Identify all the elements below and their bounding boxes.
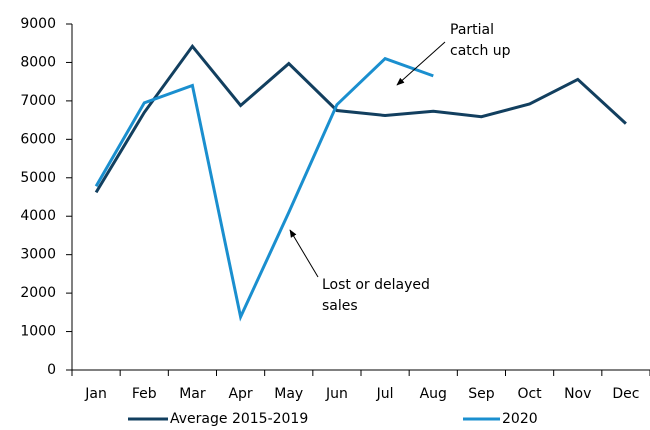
y-tick-label: 6000 xyxy=(20,131,56,147)
annotation-text: sales xyxy=(322,298,358,314)
x-tick-label: Nov xyxy=(564,386,591,402)
x-tick-label: May xyxy=(274,386,303,402)
y-tick-label: 2000 xyxy=(20,285,56,301)
y-tick-label: 5000 xyxy=(20,170,56,186)
series-line xyxy=(94,56,434,322)
x-tick-label: Apr xyxy=(228,386,252,402)
x-tick-label: Jul xyxy=(376,386,394,402)
y-tick-label: 4000 xyxy=(20,208,56,224)
y-tick-label: 3000 xyxy=(20,247,56,263)
annotation-arrow xyxy=(289,229,319,278)
legend-label: 2020 xyxy=(502,411,538,427)
x-tick-label: Dec xyxy=(612,386,639,402)
y-tick-label: 0 xyxy=(47,362,56,378)
x-tick-label: Jan xyxy=(84,386,107,402)
x-tick-label: Aug xyxy=(420,386,447,402)
y-tick-label: 1000 xyxy=(20,324,56,340)
x-tick-label: Oct xyxy=(517,386,542,402)
annotation-text: Partial xyxy=(450,22,494,38)
annotation-text: Lost or delayed xyxy=(322,277,430,293)
y-tick-label: 7000 xyxy=(20,93,56,109)
legend-label: Average 2015-2019 xyxy=(170,411,308,427)
x-tick-label: Mar xyxy=(179,386,206,402)
x-tick-label: Feb xyxy=(132,386,157,402)
annotation-text: catch up xyxy=(450,43,511,59)
y-tick-label: 8000 xyxy=(20,54,56,70)
annotation-arrow xyxy=(396,41,446,86)
y-tick-label: 9000 xyxy=(20,16,56,32)
x-tick-label: Sep xyxy=(468,386,495,402)
x-tick-label: Jun xyxy=(325,386,348,402)
series-line xyxy=(94,43,627,194)
